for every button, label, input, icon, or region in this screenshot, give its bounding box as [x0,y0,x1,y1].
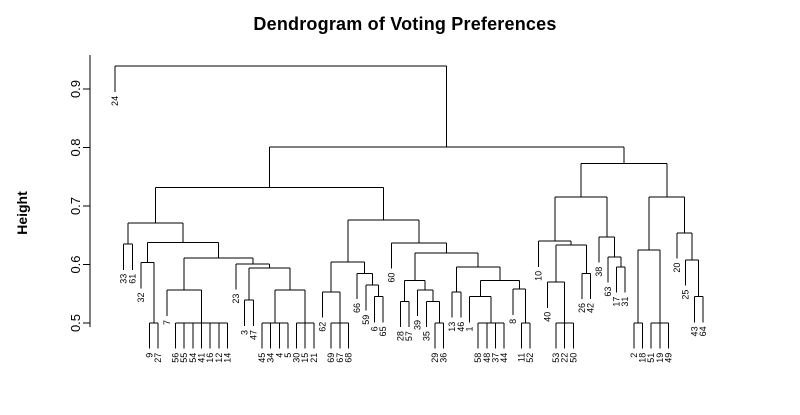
leaf-label: 4 [274,353,284,358]
leaf-label: 24 [110,96,120,106]
y-axis-label: Height [14,191,30,235]
leaf-label: 69 [326,353,336,363]
leaf-label: 33 [119,274,129,284]
leaf-label: 30 [292,353,302,363]
leaf-label: 32 [136,292,146,302]
leaf-label: 14 [222,353,232,363]
leaf-label: 47 [248,330,258,340]
leaf-label: 9 [145,353,155,358]
leaf-label: 41 [196,353,206,363]
leaf-label: 26 [577,303,587,313]
leaf-label: 67 [335,353,345,363]
leaf-label: 17 [612,297,622,307]
leaf-label: 35 [421,331,431,341]
leaf-label: 19 [655,353,665,363]
leaf-label: 22 [560,353,570,363]
leaf-label: 64 [698,326,708,336]
leaf-label: 25 [681,290,691,300]
leaf-label: 63 [603,287,613,297]
y-tick-label: 0.7 [68,197,83,215]
leaf-label: 11 [516,353,526,362]
leaf-label: 43 [689,326,699,336]
leaf-label: 1 [465,326,475,331]
leaf-label: 13 [447,322,457,332]
leaf-label: 36 [439,353,449,363]
leaf-label: 2 [629,353,639,358]
leaf-label: 61 [127,274,137,284]
leaf-label: 27 [153,353,163,363]
leaf-label: 37 [490,353,500,363]
leaf-label: 7 [162,320,172,325]
leaf-label: 65 [378,326,388,336]
leaf-label: 45 [257,353,267,363]
leaf-label: 68 [343,353,353,363]
leaf-label: 60 [387,273,397,283]
leaf-label: 38 [594,267,604,277]
leaf-label: 34 [266,353,276,363]
y-tick-label: 0.9 [68,80,83,98]
leaf-label: 16 [205,353,215,363]
leaf-label: 55 [179,353,189,363]
leaf-label: 23 [231,294,241,304]
leaf-label: 10 [534,271,544,281]
leaf-label: 66 [352,303,362,313]
leaf-label: 50 [568,353,578,363]
leaf-label: 39 [413,320,423,330]
y-tick-label: 0.5 [68,314,83,332]
leaf-label: 59 [361,315,371,325]
y-tick-label: 0.6 [68,255,83,273]
leaf-label: 51 [646,353,656,363]
leaf-label: 53 [551,353,561,363]
leaf-label: 54 [188,353,198,363]
leaf-label: 15 [300,353,310,363]
leaf-label: 44 [499,353,509,363]
leaf-label: 48 [482,353,492,363]
leaf-label: 18 [637,353,647,363]
chart-title: Dendrogram of Voting Preferences [253,14,557,34]
leaf-label: 3 [240,330,250,335]
leaf-label: 28 [395,331,405,341]
leaf-label: 52 [525,353,535,363]
leaf-label: 49 [663,353,673,363]
leaf-label: 20 [672,263,682,273]
leaf-label: 5 [283,353,293,358]
leaf-label: 21 [309,353,319,363]
leaf-label: 56 [171,353,181,363]
leaf-label: 12 [214,353,224,363]
leaf-label: 6 [369,326,379,331]
leaf-label: 8 [508,319,518,324]
leaf-label: 46 [456,322,466,332]
leaf-label: 29 [430,353,440,363]
leaf-label: 58 [473,353,483,363]
leaf-label: 62 [318,322,328,332]
leaf-label: 31 [620,297,630,307]
leaf-label: 57 [404,331,414,341]
leaf-label: 40 [542,312,552,322]
leaf-label: 42 [586,303,596,313]
y-tick-label: 0.8 [68,138,83,156]
